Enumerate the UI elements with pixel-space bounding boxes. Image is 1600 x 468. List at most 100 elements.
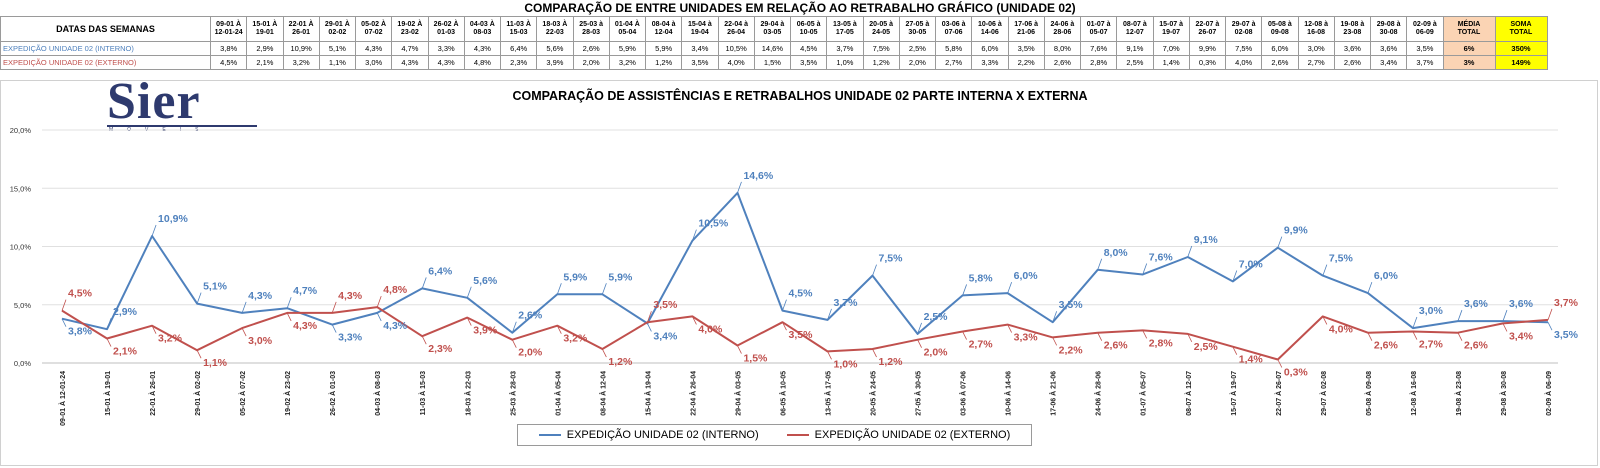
data-label-leader bbox=[1367, 281, 1373, 294]
data-label-interno: 4,3% bbox=[383, 320, 408, 332]
data-label-interno: 3,7% bbox=[834, 297, 859, 309]
table-cell: 2,0% bbox=[898, 55, 937, 70]
data-label-leader bbox=[1277, 236, 1283, 248]
legend-label-externo: EXPEDIÇÃO UNIDADE 02 (EXTERNO) bbox=[814, 429, 1011, 441]
week-header-end: 02-08 bbox=[1234, 29, 1253, 36]
week-header-end: 19-04 bbox=[690, 29, 709, 36]
week-header-end: 12-01-24 bbox=[214, 29, 243, 36]
data-label-leader bbox=[556, 283, 562, 295]
data-label-leader bbox=[1412, 331, 1418, 340]
week-header-end: 22-03 bbox=[545, 29, 564, 36]
data-label-leader bbox=[196, 350, 202, 359]
week-header-end: 09-08 bbox=[1270, 29, 1289, 36]
week-header-end: 05-04 bbox=[618, 29, 637, 36]
weeks-table: DATAS DAS SEMANAS 09-01 À 12-01-24 15-01 À… bbox=[0, 16, 1548, 70]
data-label-externo: 2,7% bbox=[1419, 339, 1444, 351]
data-label-externo: 1,1% bbox=[203, 357, 228, 369]
data-label-leader bbox=[827, 308, 832, 321]
data-label-leader bbox=[1502, 323, 1508, 332]
data-label-leader bbox=[241, 327, 247, 337]
week-header-end: 12-07 bbox=[1125, 29, 1144, 36]
data-label-leader bbox=[331, 324, 337, 333]
data-label-externo: 3,9% bbox=[473, 325, 498, 337]
table-cell: 1,4% bbox=[1152, 55, 1190, 70]
data-label-interno: 14,6% bbox=[743, 170, 773, 182]
x-tick-label: 26-02 À 01-03 bbox=[328, 371, 337, 416]
data-label-leader bbox=[466, 286, 472, 298]
data-label-leader bbox=[647, 323, 652, 332]
week-header-start: 20-05 à bbox=[869, 21, 893, 28]
week-header-start: 04-03 À bbox=[469, 21, 495, 28]
data-label-leader bbox=[602, 348, 607, 358]
week-header-start: 22-07 à bbox=[1195, 21, 1220, 28]
data-label-interno: 4,7% bbox=[293, 285, 318, 297]
x-tick-label: 06-05 À 10-05 bbox=[778, 371, 787, 416]
week-header-32: 29-08 à 30-08 bbox=[1369, 16, 1408, 42]
x-tick-label: 24-06 À 28-06 bbox=[1094, 371, 1103, 416]
x-tick-label: 18-03 À 22-03 bbox=[463, 371, 472, 416]
week-header-start: 29-08 à bbox=[1376, 21, 1401, 28]
data-label-leader bbox=[962, 284, 967, 296]
data-label-leader bbox=[286, 297, 292, 309]
data-label-interno: 6,0% bbox=[1014, 270, 1039, 282]
week-header-25: 08-07 à 12-07 bbox=[1116, 16, 1154, 42]
week-header-end: 26-01 bbox=[292, 29, 311, 36]
data-label-externo: 2,6% bbox=[1464, 340, 1489, 352]
data-label-externo: 4,8% bbox=[383, 284, 408, 296]
week-header-start: 15-01 À bbox=[252, 21, 278, 28]
week-header-start: 22-04 à bbox=[724, 21, 748, 28]
week-header-end: 28-06 bbox=[1053, 29, 1072, 36]
data-label-interno: 2,9% bbox=[113, 306, 138, 318]
data-label-externo: 4,0% bbox=[698, 323, 723, 335]
media-header-line1: MÉDIA bbox=[1457, 21, 1481, 28]
data-label-leader bbox=[782, 299, 787, 311]
data-label-externo: 3,7% bbox=[1554, 297, 1579, 309]
week-header-end: 28-03 bbox=[582, 29, 601, 36]
data-label-leader bbox=[511, 339, 517, 348]
x-tick-label: 27-05 À 30-05 bbox=[914, 371, 923, 416]
week-header-start: 15-07 à bbox=[1159, 21, 1183, 28]
week-header-start: 13-05 à bbox=[833, 21, 857, 28]
x-tick-label: 11-03 À 15-03 bbox=[418, 371, 427, 415]
chart-area bbox=[0, 80, 1598, 466]
data-label-leader bbox=[917, 339, 922, 348]
week-header-start: 29-07 à bbox=[1231, 21, 1256, 28]
x-tick-label: 29-08 À 30-08 bbox=[1499, 371, 1508, 416]
data-label-interno: 10,9% bbox=[158, 213, 188, 225]
data-label-leader bbox=[1142, 330, 1148, 339]
week-header-end: 10-05 bbox=[799, 29, 818, 36]
data-label-leader bbox=[421, 277, 427, 289]
week-header-end: 08-03 bbox=[473, 29, 492, 36]
week-header-4: 05-02 À 07-02 bbox=[354, 16, 393, 42]
media-total-cell: 3% bbox=[1442, 55, 1496, 70]
data-label-externo: 1,0% bbox=[834, 358, 859, 370]
data-label-leader bbox=[1142, 263, 1148, 275]
week-header-start: 19-08 à bbox=[1340, 21, 1365, 28]
data-label-leader bbox=[692, 229, 697, 241]
data-label-leader bbox=[1322, 316, 1328, 325]
table-cell: 2,1% bbox=[246, 55, 284, 70]
data-label-leader bbox=[1547, 308, 1553, 321]
soma-total-cell: 149% bbox=[1494, 55, 1548, 70]
data-label-leader bbox=[647, 311, 652, 323]
legend-item-interno: EXPEDIÇÃO UNIDADE 02 (INTERNO) bbox=[538, 429, 759, 441]
data-label-interno: 4,3% bbox=[248, 290, 273, 302]
data-label-leader bbox=[61, 318, 67, 327]
page-title: COMPARAÇÃO DE ENTRE UNIDADES EM RELAÇÃO … bbox=[524, 1, 1076, 15]
data-label-leader bbox=[782, 322, 787, 331]
data-label-externo: 2,3% bbox=[428, 343, 453, 355]
sier-logo: Sier MÓVEIS bbox=[107, 74, 257, 133]
week-header-end: 21-06 bbox=[1017, 29, 1036, 36]
data-label-externo: 2,6% bbox=[1374, 340, 1399, 352]
data-label-leader bbox=[1052, 311, 1058, 323]
x-tick-label: 12-08 À 16-08 bbox=[1409, 371, 1418, 416]
data-label-interno: 7,5% bbox=[879, 253, 904, 265]
data-label-externo: 4,3% bbox=[293, 320, 318, 332]
data-label-externo: 1,5% bbox=[743, 353, 768, 365]
data-label-leader bbox=[151, 224, 157, 237]
data-label-interno: 8,0% bbox=[1104, 247, 1129, 259]
data-label-leader bbox=[827, 351, 832, 360]
data-label-leader bbox=[151, 325, 157, 334]
data-label-leader bbox=[917, 322, 922, 335]
logo-text: Sier bbox=[107, 73, 201, 130]
